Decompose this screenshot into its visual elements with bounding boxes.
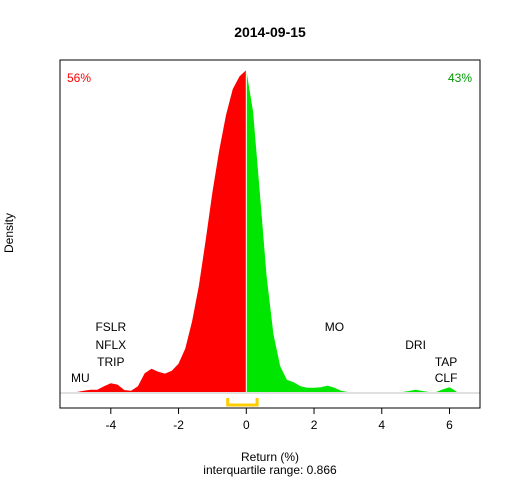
plot-frame xyxy=(59,59,481,409)
ticker-label-nflx: NFLX xyxy=(95,338,126,352)
chart-title: 2014-09-15 xyxy=(234,24,306,40)
ticker-label-mu: MU xyxy=(71,371,90,385)
positive-share-label: 43% xyxy=(448,71,472,85)
ticker-label-trip: TRIP xyxy=(97,355,124,369)
iqr-subtitle: interquartile range: 0.866 xyxy=(203,463,337,477)
positive-density-area xyxy=(246,70,457,392)
x-tick-label: -4 xyxy=(105,418,116,432)
ticker-label-mo: MO xyxy=(325,320,344,334)
x-tick-label: 6 xyxy=(446,418,453,432)
ticker-labels: MU TRIP NFLX FSLR MO DRI TAP CLF xyxy=(71,320,457,385)
ticker-label-clf: CLF xyxy=(435,371,458,385)
iqr-bracket-line xyxy=(226,398,259,407)
negative-share-label: 56% xyxy=(67,71,91,85)
x-tick-label: 2 xyxy=(311,418,318,432)
x-axis: -4 -2 0 2 4 6 xyxy=(105,408,453,432)
ticker-label-dri: DRI xyxy=(405,338,426,352)
x-axis-label: Return (%) xyxy=(241,450,299,464)
negative-density-area xyxy=(76,70,247,392)
ticker-label-fslr: FSLR xyxy=(95,320,126,334)
x-tick-label: -2 xyxy=(173,418,184,432)
ticker-label-tap: TAP xyxy=(435,355,457,369)
iqr-bracket xyxy=(226,398,259,407)
x-tick-label: 4 xyxy=(378,418,385,432)
density-fills xyxy=(76,70,457,392)
x-tick-label: 0 xyxy=(243,418,250,432)
y-axis-label: Density xyxy=(2,213,16,253)
